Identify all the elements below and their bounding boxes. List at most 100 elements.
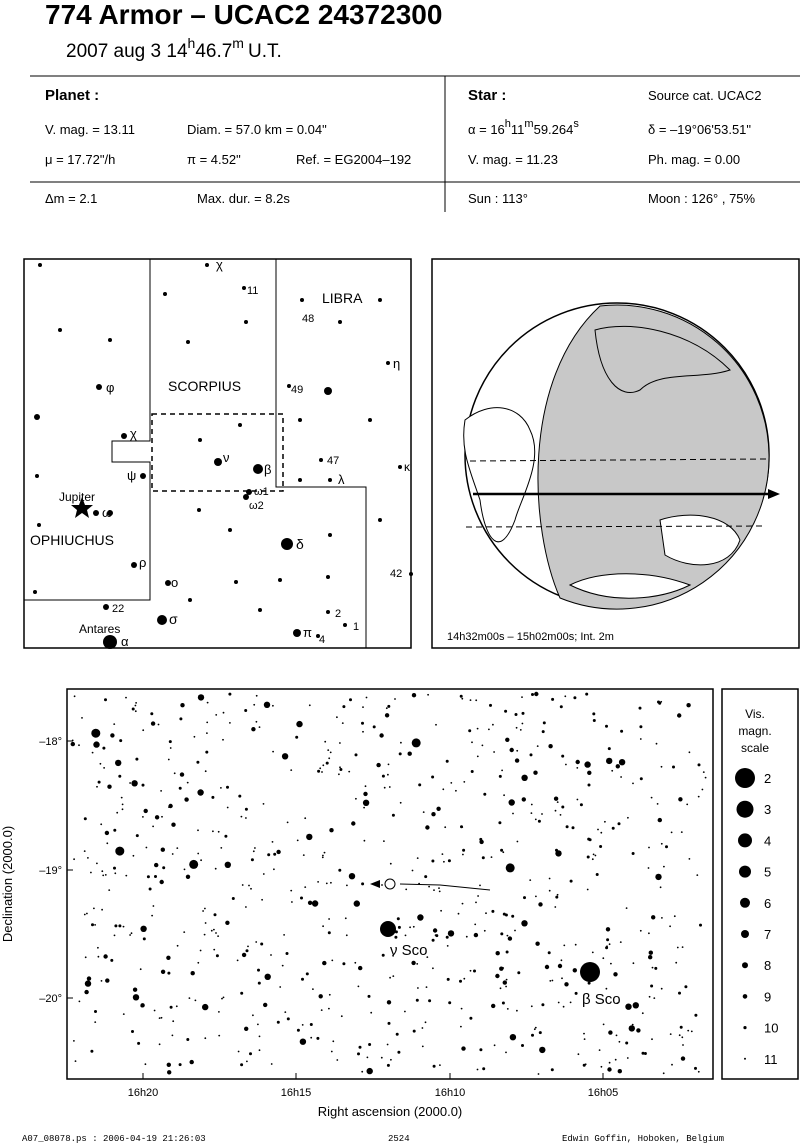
x-axis-label: Right ascension (2000.0) xyxy=(318,1104,463,1119)
date-ut: U.T. xyxy=(248,41,282,62)
field-star xyxy=(73,858,75,861)
field-star xyxy=(257,981,261,985)
field-star xyxy=(591,951,594,954)
field-star xyxy=(392,954,394,957)
map-label: 48 xyxy=(302,313,314,325)
field-star xyxy=(445,759,449,763)
field-star xyxy=(213,948,216,951)
field-star xyxy=(387,773,389,776)
field-star xyxy=(240,991,244,995)
title: 774 Armor – UCAC2 24372300 xyxy=(45,0,442,30)
field-star xyxy=(215,714,218,716)
field-star xyxy=(229,722,231,724)
field-star xyxy=(260,942,264,946)
field-star xyxy=(584,761,591,768)
field-star xyxy=(139,968,142,971)
field-star xyxy=(254,847,256,849)
field-star xyxy=(503,794,505,797)
field-star xyxy=(565,763,567,766)
field-star xyxy=(681,1036,684,1039)
field-star xyxy=(322,764,325,767)
field-star xyxy=(697,763,701,767)
planet-label: Planet : xyxy=(45,87,99,104)
field-star xyxy=(146,875,150,879)
field-star xyxy=(290,889,293,892)
map-label: Antares xyxy=(79,622,120,636)
field-star xyxy=(226,785,229,789)
field-star xyxy=(684,985,688,989)
field-star xyxy=(463,977,466,980)
field-star xyxy=(507,936,513,941)
field-star xyxy=(511,914,515,918)
field-star xyxy=(673,915,676,918)
field-star xyxy=(505,863,515,873)
field-star xyxy=(142,937,146,941)
scale-dot xyxy=(735,768,755,788)
field-star xyxy=(285,952,289,955)
field-star xyxy=(648,846,650,849)
globe-frame xyxy=(431,258,800,649)
star-vmag: V. mag. = 11.23 xyxy=(468,152,558,167)
date-min: 46.7 xyxy=(195,41,232,62)
field-star xyxy=(432,1064,436,1068)
field-star xyxy=(211,795,215,799)
field-star xyxy=(632,1002,639,1009)
field-star xyxy=(605,946,609,950)
field-star xyxy=(215,932,217,934)
field-star xyxy=(469,699,472,701)
field-star xyxy=(608,1030,613,1035)
field-star xyxy=(435,723,437,726)
field-star xyxy=(697,795,700,798)
field-star xyxy=(317,881,319,883)
field-star xyxy=(362,730,364,733)
map-label: ψ xyxy=(127,468,136,483)
field-star xyxy=(245,949,249,953)
field-star xyxy=(656,803,659,805)
field-star xyxy=(556,801,559,803)
field-star xyxy=(505,950,509,954)
alpha-main: α = 16 xyxy=(468,122,505,137)
field-star xyxy=(399,801,402,804)
field-star xyxy=(599,845,603,848)
field-star xyxy=(455,789,457,792)
map-label: β xyxy=(264,462,271,477)
field-star xyxy=(355,797,357,800)
field-star xyxy=(348,873,356,880)
field-star xyxy=(579,803,583,807)
field-star xyxy=(502,912,506,916)
field-star xyxy=(650,796,653,799)
field-star xyxy=(320,1009,323,1011)
map-label: ν xyxy=(223,450,230,465)
field-star xyxy=(387,763,390,766)
field-star xyxy=(506,934,509,937)
field-star xyxy=(329,828,334,833)
map-star xyxy=(328,533,332,537)
field-star xyxy=(411,869,414,872)
field-star xyxy=(448,1001,452,1005)
field-star xyxy=(557,963,563,969)
field-star xyxy=(495,951,500,956)
field-star xyxy=(188,997,191,999)
map-star xyxy=(34,414,40,420)
map-star xyxy=(324,387,332,395)
map-star xyxy=(238,423,242,427)
field-star xyxy=(342,962,346,966)
map-star xyxy=(293,629,301,637)
field-star xyxy=(154,815,160,820)
field-star xyxy=(83,817,87,821)
field-star xyxy=(108,889,111,891)
field-star xyxy=(322,854,324,857)
field-star xyxy=(135,702,138,704)
field-star xyxy=(296,839,299,842)
field-star xyxy=(465,935,468,938)
field-star xyxy=(310,1036,313,1039)
field-star xyxy=(575,759,580,765)
field-star xyxy=(391,813,395,817)
field-star xyxy=(469,969,472,972)
star-label: ν Sco xyxy=(390,942,428,959)
x-tick-label: 16h05 xyxy=(588,1087,619,1099)
field-star xyxy=(461,697,464,700)
field-star xyxy=(688,858,691,860)
field-star xyxy=(150,712,154,716)
continent xyxy=(659,514,741,566)
